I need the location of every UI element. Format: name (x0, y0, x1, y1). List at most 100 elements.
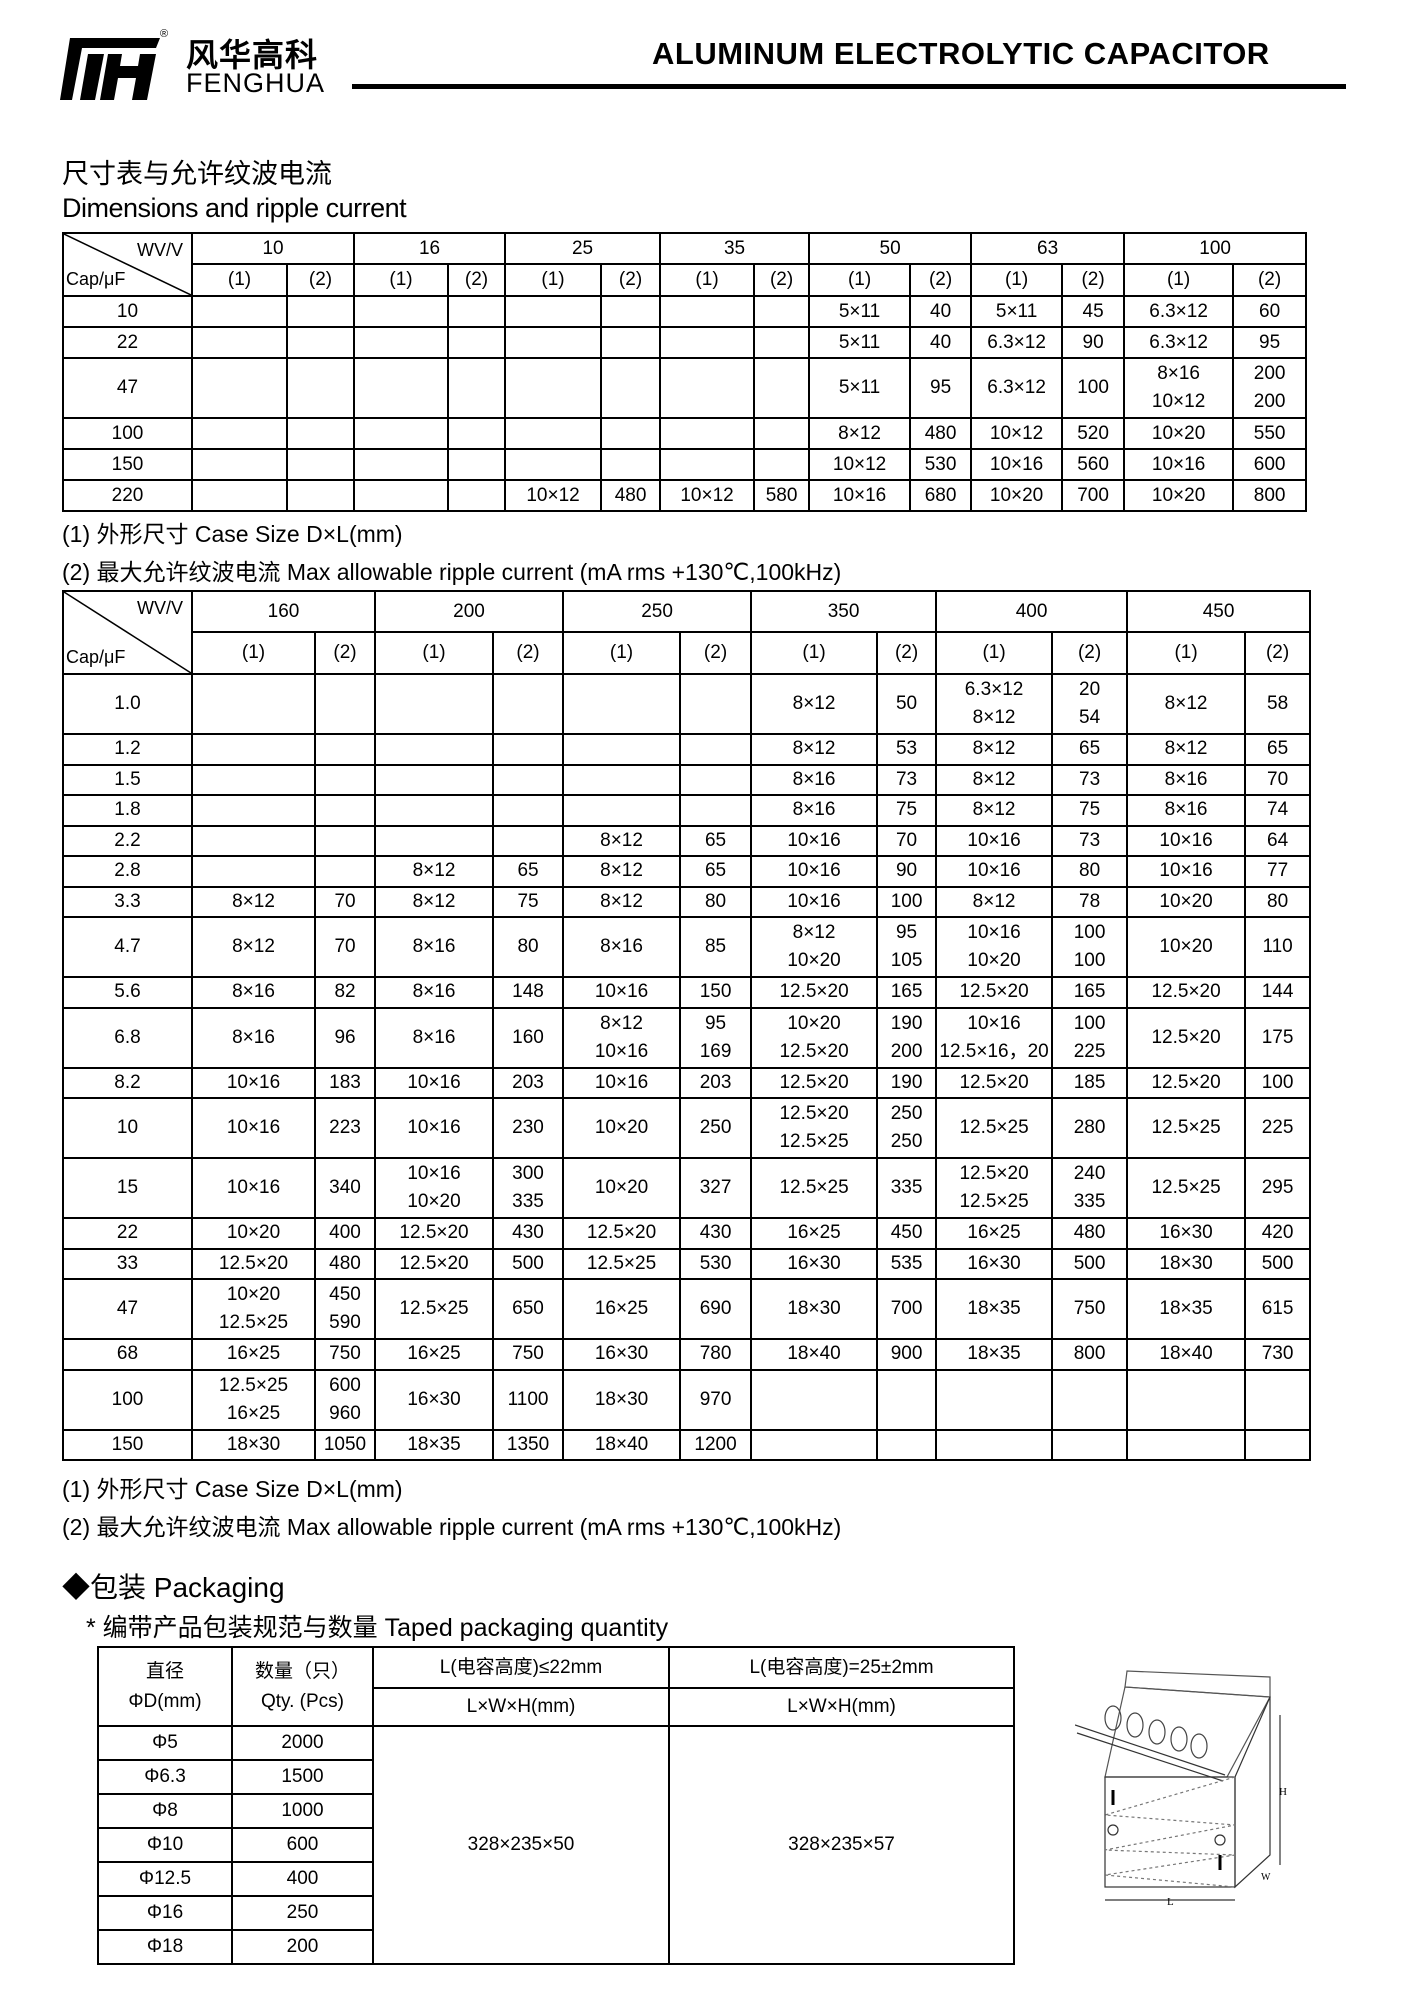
cell-value: 6.3×12 (987, 377, 1046, 398)
section-title-cn: 尺寸表与允许纹波电流 (62, 159, 332, 189)
table-row: 47 5×11 95 6.3×12 100 8×16 10×12 200 200 (62, 357, 1308, 419)
case-size-cell: 6.3×12 (970, 326, 1064, 359)
cell-value: 190 (890, 1071, 923, 1093)
cell-value: 75 (1079, 799, 1101, 821)
cell-value: 230 (512, 1117, 544, 1138)
capacitance-cell: 100 (62, 1368, 193, 1431)
case-size-cell: 10×16 (562, 1066, 682, 1099)
ripple-current-cell: 185 (1051, 1066, 1129, 1099)
ripple-current-cell: 680 (909, 479, 973, 512)
ripple-current-cell: 535 (876, 1247, 938, 1280)
cell-value: 10×16 (594, 1040, 649, 1062)
cell-value: 450 (890, 1222, 923, 1244)
case-size-cell: 10×12 (970, 417, 1064, 450)
diameter-cell: Φ18 (97, 1929, 233, 1965)
case-size-cell: 10×16 (191, 1066, 316, 1099)
ripple-current-cell: 615 (1244, 1278, 1312, 1340)
voltage-header: 63 (970, 232, 1126, 265)
ripple-current-cell: 580 (753, 479, 811, 512)
cell-value: 750 (512, 1343, 544, 1365)
table-row: 10 10×16 223 10×16 230 10×20 250 12.5×20 12.5×25… (62, 1097, 1312, 1159)
capacitance-cell: 10 (62, 295, 193, 328)
cell-value: 10×16 (787, 890, 841, 912)
cell-value: 225 (1261, 1117, 1294, 1138)
cell-value: 190 (890, 1012, 923, 1034)
cell-value: 18×35 (407, 1433, 461, 1455)
case-size-header: (1) (659, 263, 756, 297)
cell-value: 65 (1267, 738, 1289, 760)
case-size-cell: 10×16 (1126, 855, 1247, 888)
cell-value: 54 (1079, 707, 1101, 728)
case-size-cell (504, 295, 603, 328)
case-size-cell: 8×16 (374, 1006, 495, 1069)
qty-cell: 1500 (231, 1759, 374, 1795)
ripple-current-cell: 450 590 (313, 1278, 377, 1340)
case-size-cell (191, 794, 316, 827)
case-size-cell (504, 357, 603, 419)
cell-value: 10×12 (989, 422, 1044, 444)
cell-value: 8×16 (232, 981, 275, 1003)
ripple-current-cell: 480 (600, 479, 662, 512)
case-size-cell: 10×16 (808, 479, 912, 512)
cell-value: 580 (765, 484, 798, 506)
ripple-current-cell: 340 (313, 1157, 377, 1219)
case-size-cell (353, 357, 450, 419)
width-label: W (1261, 1872, 1271, 1883)
ripple-current-cell: 75 (1051, 794, 1129, 827)
case-size-cell: 8×12 10×16 (562, 1006, 682, 1069)
cell-value: 8×12 (600, 890, 643, 912)
case-size-cell: 10×16 (935, 855, 1054, 888)
cell-value: 203 (512, 1071, 544, 1093)
case-size-cell (374, 763, 495, 796)
case-size-header: (1) (1126, 631, 1247, 675)
cell-value: 18×35 (1159, 1298, 1213, 1319)
case-size-cell: 18×30 (562, 1368, 682, 1431)
ripple-current-cell: 700 (1061, 479, 1126, 512)
ripple-current-header: (2) (447, 263, 507, 297)
ripple-current-cell (447, 448, 507, 481)
case-size-cell: 8×16 (750, 794, 879, 827)
ripple-current-cell: 300 335 (492, 1157, 565, 1219)
cell-value: 12.5×20 (1151, 1026, 1221, 1048)
ripple-current-cell (679, 763, 753, 796)
case-size-cell: 8×16 (191, 1006, 316, 1069)
case-size-cell: 12.5×20 (191, 1247, 316, 1280)
cell-value: 95 (704, 1012, 727, 1034)
cell-value: 53 (895, 738, 918, 760)
voltage-header: 50 (808, 232, 973, 265)
cell-value: 85 (704, 936, 727, 957)
brand-name-cn: 风华高科 (186, 37, 319, 73)
case-size-cell (191, 733, 316, 766)
cell-value: 64 (1267, 829, 1289, 851)
capacitance-cell: 1.2 (62, 733, 193, 766)
ripple-current-cell: 165 (1051, 976, 1129, 1009)
case-size-cell (562, 733, 682, 766)
case-size-cell: 16×30 (750, 1247, 879, 1280)
case-size-cell: 8×16 (374, 916, 495, 978)
ripple-current-cell: 80 (679, 885, 753, 918)
cell-value: 75 (895, 799, 918, 821)
case-size-cell (191, 448, 288, 481)
ripple-current-cell: 240 335 (1051, 1157, 1129, 1219)
cell-value: 144 (1261, 981, 1294, 1003)
cell-value: 10×16 (787, 860, 841, 882)
case-size-cell: 12.5×20 (374, 1247, 495, 1280)
cell-value: 18×30 (787, 1298, 841, 1319)
cell-value: 5×11 (838, 377, 881, 398)
case-size-cell: 12.5×25 (1126, 1157, 1247, 1219)
table-row: 1.8 8×16 75 8×12 75 8×16 74 (62, 794, 1312, 827)
ripple-current-cell: 75 (492, 885, 565, 918)
case-size-cell: 18×40 (750, 1338, 879, 1371)
table-row: 150 18×30 1050 18×35 1350 18×40 1200 (62, 1428, 1312, 1461)
cell-value: 300 (512, 1163, 544, 1184)
diagonal-divider (64, 234, 191, 295)
case-size-cell (504, 417, 603, 450)
cell-value: 148 (512, 981, 544, 1003)
ripple-current-cell: 148 (492, 976, 565, 1009)
cell-value: 10×12 (1151, 391, 1206, 412)
case-size-cell: 8×12 (750, 673, 879, 735)
voltage-header-row: WV/V Cap/μF 10 16 25 35 50 63 100 (62, 232, 1308, 297)
capacitance-cell: 8.2 (62, 1066, 193, 1099)
cell-value: 225 (1073, 1040, 1106, 1062)
ripple-current-cell (492, 733, 565, 766)
